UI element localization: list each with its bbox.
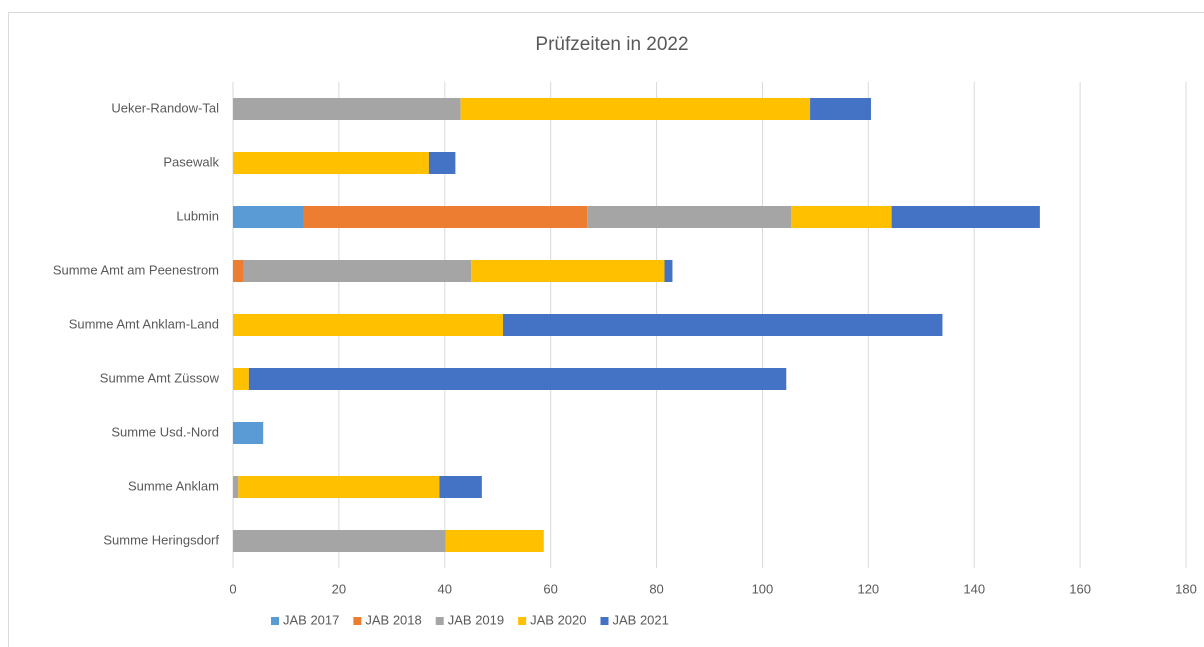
legend-swatch	[435, 617, 444, 625]
y-tick-label: Summe Usd.-Nord	[111, 424, 219, 439]
bar-segment	[233, 260, 244, 282]
y-tick-label: Summe Anklam	[128, 478, 219, 493]
x-tick-label: 160	[1069, 581, 1091, 596]
y-tick-label: Summe Amt am Peenestrom	[53, 262, 219, 277]
x-tick-label: 20	[332, 581, 346, 596]
legend-label: JAB 2017	[283, 612, 339, 627]
legend-label: JAB 2021	[613, 612, 669, 627]
bar-segment	[891, 206, 1040, 228]
legend-label: JAB 2020	[530, 612, 586, 627]
legend-label: JAB 2018	[365, 612, 421, 627]
bar-segment	[503, 314, 943, 336]
bar-segment	[233, 422, 264, 444]
bar-segment	[303, 206, 588, 228]
legend-label: JAB 2019	[448, 612, 504, 627]
bar-segment	[233, 476, 239, 498]
bar-segment	[460, 98, 811, 120]
bar-segment	[248, 368, 787, 390]
bar-segment	[810, 98, 871, 120]
legend-swatch	[271, 617, 279, 625]
bar-segment	[587, 206, 792, 228]
bar-segment	[791, 206, 892, 228]
y-tick-label: Summe Amt Anklam-Land	[69, 316, 219, 331]
chart-title: Prüfzeiten in 2022	[535, 34, 688, 55]
chart-border	[8, 12, 1204, 647]
x-tick-label: 140	[963, 581, 985, 596]
legend-swatch	[353, 617, 362, 625]
legend-swatch	[600, 617, 609, 625]
y-tick-label: Ueker-Randow-Tal	[111, 100, 219, 115]
x-tick-label: 180	[1175, 581, 1197, 596]
y-tick-label: Lubmin	[176, 208, 219, 223]
bar-segment	[445, 530, 544, 552]
x-tick-label: 120	[857, 581, 879, 596]
x-tick-label: 0	[229, 581, 236, 596]
x-tick-label: 60	[543, 581, 557, 596]
x-tick-label: 80	[649, 581, 663, 596]
bar-segment	[243, 260, 472, 282]
x-tick-label: 100	[752, 581, 774, 596]
bar-segment	[233, 152, 429, 174]
y-tick-label: Summe Amt Züssow	[100, 370, 220, 385]
y-tick-label: Pasewalk	[163, 154, 219, 169]
bar-segment	[471, 260, 665, 282]
bar-segment	[439, 476, 482, 498]
bar-segment	[233, 368, 249, 390]
legend-swatch	[518, 617, 527, 625]
bar-segment	[428, 152, 456, 174]
bar-segment	[664, 260, 673, 282]
bar-segment	[233, 206, 304, 228]
bar-segment	[233, 314, 504, 336]
bar-segment	[233, 530, 446, 552]
x-tick-label: 40	[438, 581, 452, 596]
bar-segment	[238, 476, 440, 498]
bar-segment	[233, 98, 461, 120]
y-tick-label: Summe Heringsdorf	[103, 532, 219, 547]
